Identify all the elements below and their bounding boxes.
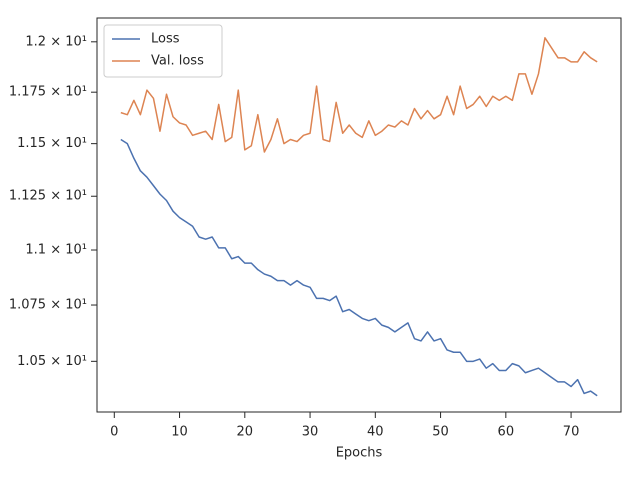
line-series [120,138,598,397]
line-series [120,37,598,153]
y-tick-label: 1.15 × 10¹ [17,136,87,151]
x-tick-label: 60 [498,425,515,440]
y-tick-label: 1.175 × 10¹ [9,85,87,100]
x-tick-label: 10 [171,425,188,440]
legend: Loss Val. loss [103,24,223,78]
y-tick-label: 1.2 × 10¹ [25,34,87,49]
x-axis-label: Epochs [336,446,383,461]
x-tick-label: 70 [563,425,580,440]
y-tick-label: 1.1 × 10¹ [25,243,87,258]
legend-label: Loss [151,32,180,47]
legend-label: Val. loss [151,54,204,69]
x-tick-label: 0 [110,425,118,440]
y-tick-label: 1.075 × 10¹ [9,298,87,313]
x-tick-label: 20 [237,425,254,440]
x-tick-label: 50 [432,425,449,440]
y-tick-label: 1.125 × 10¹ [9,189,87,204]
legend-box [103,24,223,78]
plot-frame [96,17,622,413]
x-tick-label: 30 [302,425,319,440]
y-tick-label: 1.05 × 10¹ [17,354,87,369]
x-tick-label: 40 [367,425,384,440]
